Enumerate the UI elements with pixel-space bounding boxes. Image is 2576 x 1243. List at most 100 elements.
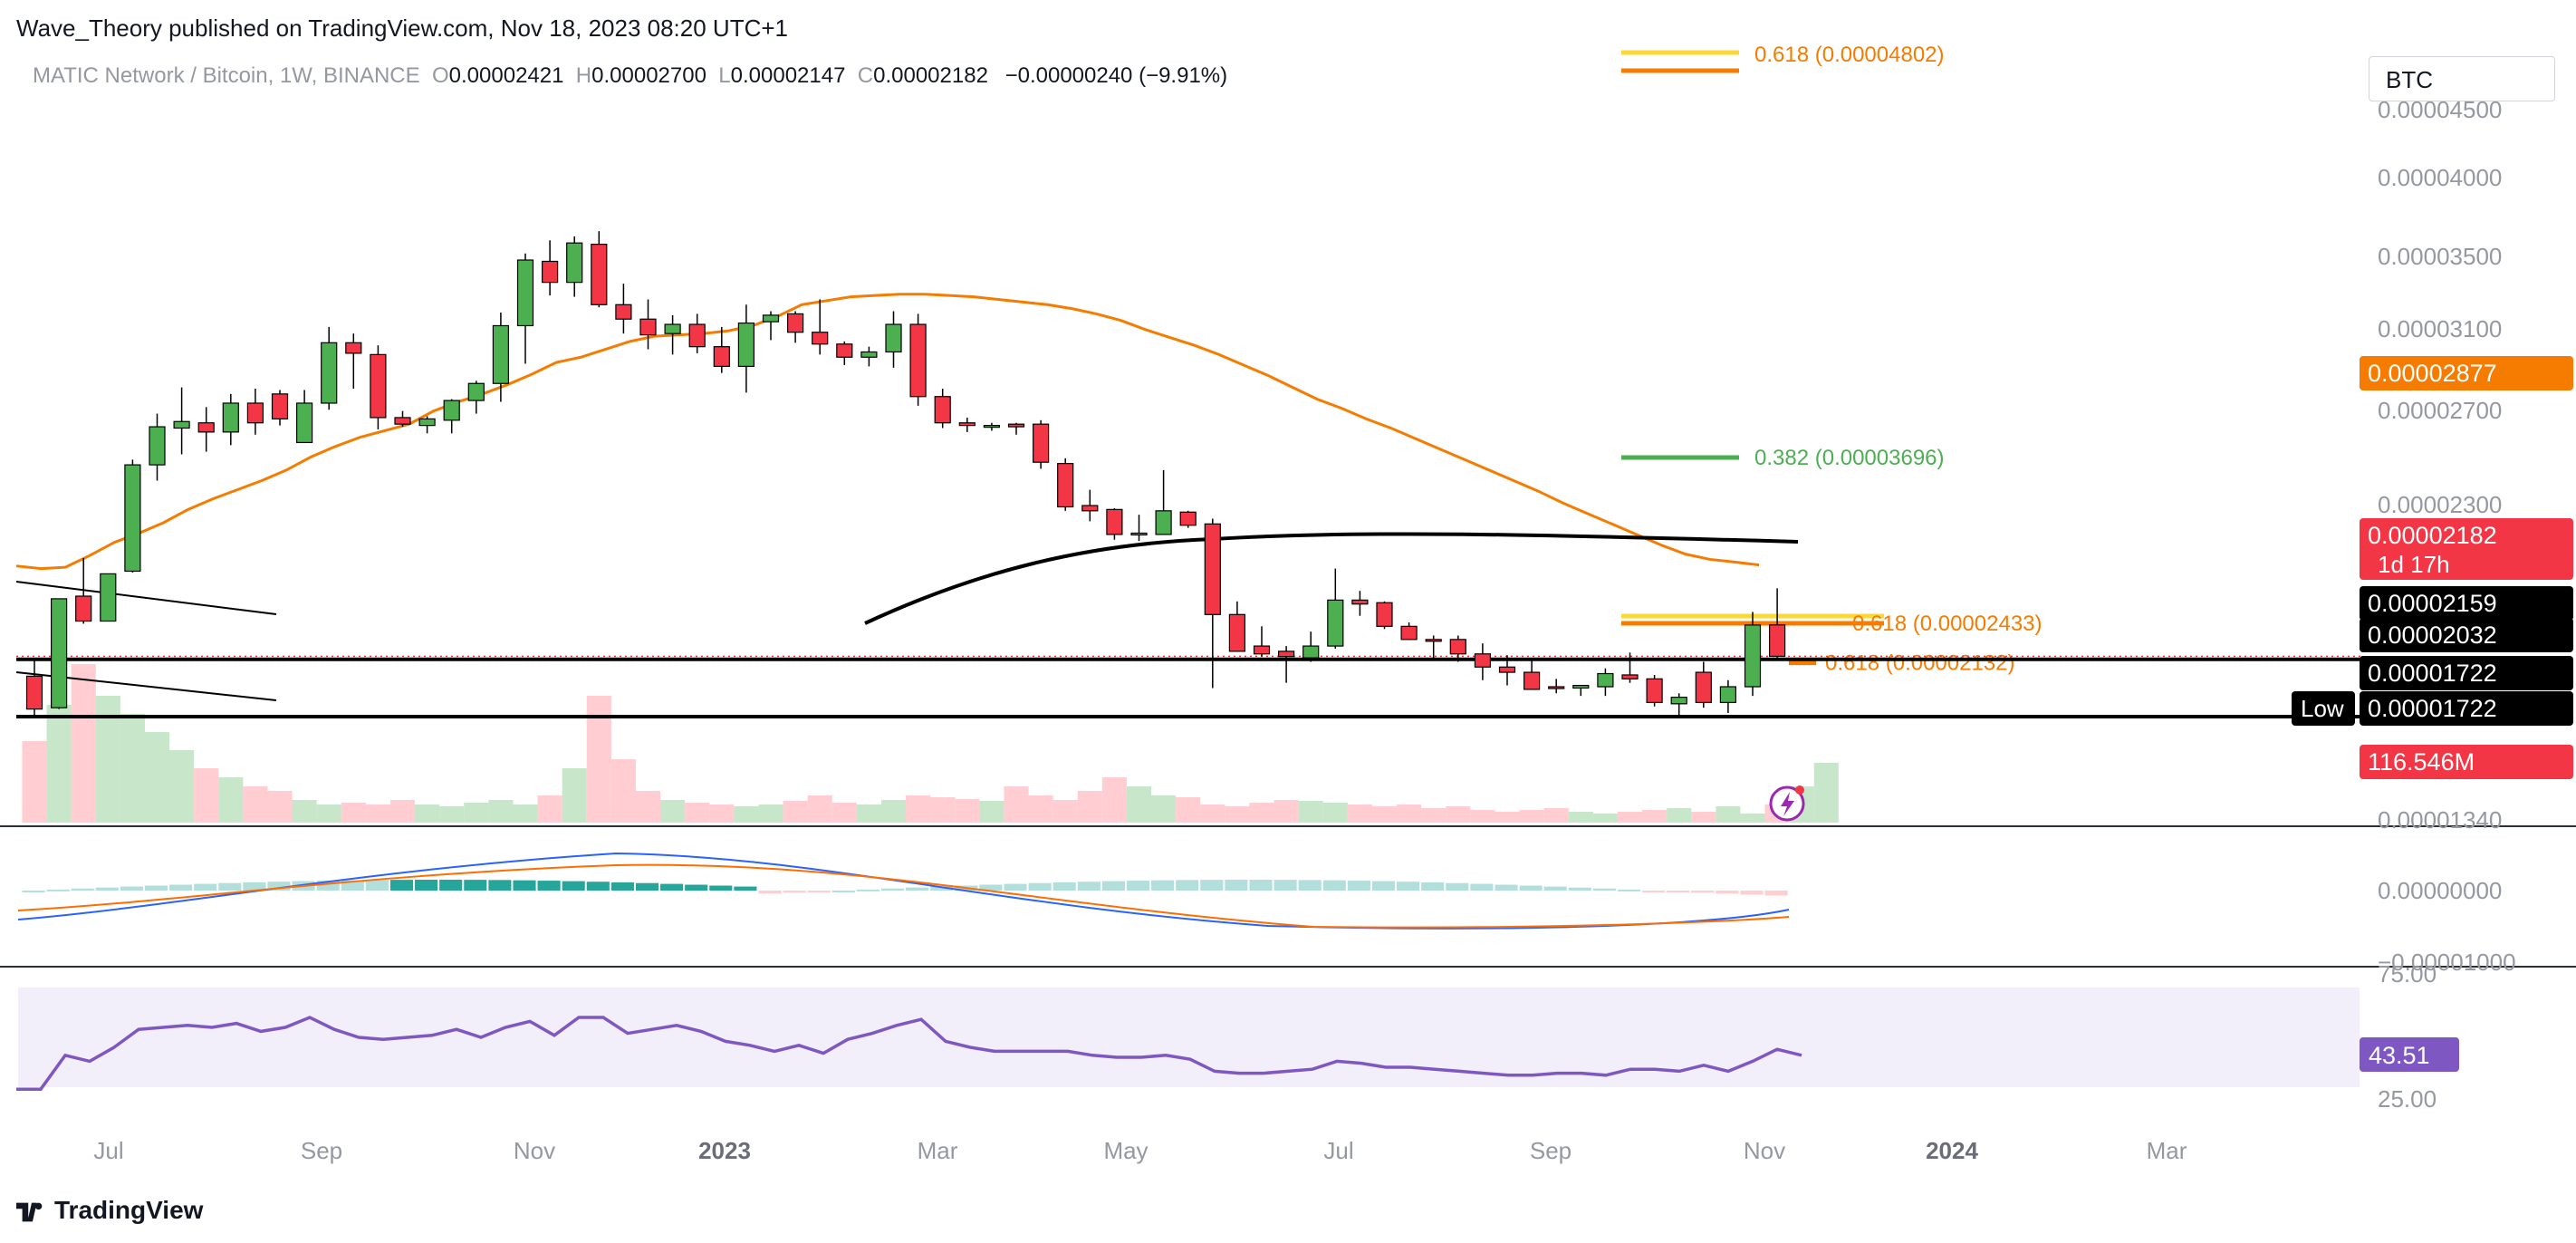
candle[interactable] (1032, 419, 1050, 469)
candle[interactable] (1523, 658, 1541, 690)
trend-line[interactable] (15, 581, 277, 615)
candle[interactable] (762, 311, 780, 341)
candle[interactable] (958, 417, 976, 432)
candle[interactable] (222, 393, 239, 446)
candle[interactable] (860, 346, 878, 367)
price-tag-ema50[interactable]: 0.00002877 (2360, 356, 2573, 390)
price-tag-black[interactable]: 0.00002032 (2360, 618, 2573, 652)
candle[interactable] (467, 381, 485, 414)
price-tag-low[interactable]: 0.00001722 Low (2292, 691, 2573, 726)
candle[interactable] (173, 387, 190, 455)
candle[interactable] (1253, 626, 1271, 657)
ema200-line[interactable] (864, 532, 1799, 625)
candle[interactable] (443, 399, 460, 434)
candle[interactable] (1744, 612, 1762, 697)
candle[interactable] (1057, 458, 1074, 511)
macd-line[interactable] (17, 852, 1790, 930)
candle[interactable] (321, 326, 338, 410)
macd-histogram-bar (365, 880, 389, 891)
symbol-name[interactable]: MATIC Network / Bitcoin, 1W, BINANCE (33, 63, 420, 88)
candle[interactable] (1400, 622, 1418, 641)
candle-body (836, 343, 853, 358)
candle[interactable] (639, 299, 657, 350)
candle[interactable] (909, 313, 927, 406)
candle[interactable] (1007, 422, 1025, 435)
candle[interactable] (713, 326, 730, 373)
candle[interactable] (1646, 674, 1663, 707)
candle[interactable] (1597, 668, 1614, 697)
candle[interactable] (1351, 591, 1369, 616)
currency-button[interactable]: BTC (2369, 56, 2555, 101)
candle[interactable] (1719, 679, 1737, 713)
candle[interactable] (1425, 635, 1442, 660)
candle[interactable] (149, 413, 166, 481)
price-tag-volume[interactable]: 116.546M (2360, 745, 2573, 779)
candle[interactable] (541, 240, 559, 296)
candle[interactable] (246, 389, 264, 435)
candle[interactable] (1695, 661, 1712, 708)
y-axis-label: 0.00001340 (2378, 806, 2502, 833)
candle[interactable] (1376, 601, 1393, 630)
candle[interactable] (1621, 652, 1639, 683)
candle[interactable] (197, 407, 215, 452)
candle[interactable] (1498, 655, 1516, 686)
candle[interactable] (516, 253, 534, 364)
candle[interactable] (566, 236, 583, 297)
candle[interactable] (124, 459, 141, 573)
candle[interactable] (1572, 684, 1590, 697)
candle[interactable] (885, 311, 902, 368)
candle[interactable] (1670, 693, 1687, 718)
candle[interactable] (25, 659, 43, 718)
signal-line[interactable] (17, 863, 1790, 929)
candle[interactable] (1277, 646, 1295, 683)
candle[interactable] (370, 345, 387, 429)
tradingview-brand[interactable]: TradingView (16, 1196, 203, 1225)
candle[interactable] (812, 299, 829, 355)
volume-bar (1519, 810, 1544, 823)
candle[interactable] (100, 573, 117, 622)
macd-histogram-bar (709, 885, 733, 891)
candle[interactable] (492, 312, 510, 402)
candle[interactable] (271, 390, 289, 426)
candle[interactable] (1204, 518, 1221, 689)
candle[interactable] (50, 598, 68, 709)
candle[interactable] (1155, 469, 1172, 535)
candle[interactable] (345, 333, 362, 390)
candle[interactable] (1081, 489, 1099, 522)
price-tag-black[interactable]: 0.00001722 (2360, 656, 2573, 690)
candle[interactable] (296, 390, 313, 444)
candle[interactable] (1302, 631, 1320, 662)
candle[interactable] (1449, 635, 1466, 662)
candle[interactable] (688, 313, 706, 353)
candle[interactable] (737, 304, 755, 393)
candle[interactable] (1474, 643, 1492, 680)
rsi-tag[interactable]: 43.51 (2360, 1037, 2459, 1072)
candle[interactable] (418, 416, 436, 434)
candle[interactable] (1548, 679, 1565, 694)
candle[interactable] (836, 341, 853, 365)
lightning-icon[interactable] (1769, 785, 1805, 822)
candle[interactable] (75, 557, 92, 624)
candle[interactable] (591, 231, 608, 308)
candle[interactable] (664, 314, 681, 355)
candle[interactable] (934, 389, 951, 429)
candle-body (271, 393, 289, 419)
candle[interactable] (1106, 507, 1123, 540)
candle[interactable] (1327, 568, 1344, 649)
candle[interactable] (615, 284, 632, 334)
candle[interactable] (1179, 510, 1197, 528)
macd-histogram-bar (930, 886, 954, 891)
price-tag-black[interactable]: 0.00002159 (2360, 586, 2573, 621)
candle[interactable] (394, 410, 411, 428)
candle[interactable] (1228, 601, 1246, 652)
candle[interactable] (1130, 515, 1148, 542)
candle[interactable] (786, 311, 804, 343)
rsi-line[interactable] (16, 1016, 1802, 1091)
candle[interactable] (1768, 588, 1786, 661)
macd-histogram-bar (1667, 891, 1690, 892)
ema50-line[interactable] (15, 293, 1760, 571)
candle[interactable] (983, 422, 1001, 431)
